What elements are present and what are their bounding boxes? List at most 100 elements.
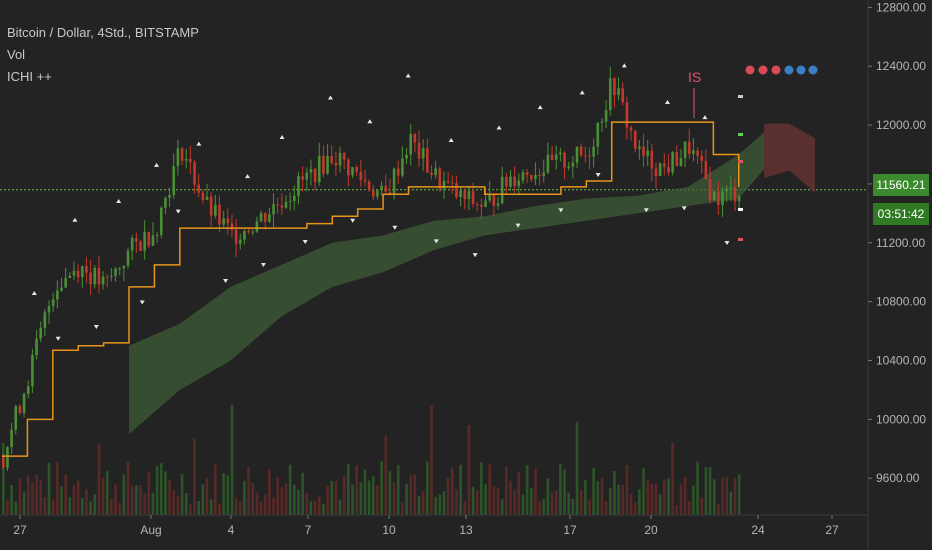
candle-body bbox=[480, 204, 483, 207]
volume-bar bbox=[392, 482, 396, 515]
candle-body bbox=[39, 327, 43, 339]
candle-body bbox=[355, 166, 358, 172]
candle-body bbox=[376, 190, 379, 197]
volume-bar bbox=[126, 462, 130, 515]
volume-bar bbox=[301, 472, 304, 515]
candle-body bbox=[725, 188, 728, 192]
volume-bar bbox=[222, 473, 225, 515]
candle-body bbox=[338, 153, 342, 166]
time-tick-label: 13 bbox=[459, 523, 473, 537]
volume-bar bbox=[500, 499, 504, 515]
volume-bar bbox=[180, 474, 184, 515]
volume-bar bbox=[384, 435, 388, 515]
candle-body bbox=[251, 231, 255, 233]
ichimoku-indicator-label[interactable]: ICHI ++ bbox=[7, 69, 52, 84]
volume-bar bbox=[575, 421, 579, 515]
volume-bar bbox=[363, 469, 367, 515]
candle-body bbox=[214, 204, 217, 216]
volume-bar bbox=[496, 487, 500, 515]
candle-body bbox=[554, 154, 558, 160]
candle-body bbox=[189, 158, 192, 163]
candle-body bbox=[180, 148, 184, 161]
volume-bar bbox=[667, 478, 670, 515]
volume-bar bbox=[143, 493, 146, 515]
edge-dash-marker bbox=[738, 133, 743, 136]
candle-body bbox=[268, 214, 271, 222]
up-arrow-marker bbox=[496, 125, 502, 130]
candle-body bbox=[430, 172, 433, 175]
time-tick-label: 17 bbox=[563, 523, 577, 537]
candle-body bbox=[505, 176, 508, 187]
volume-bar bbox=[35, 474, 38, 515]
current-price-tag: 11560.21 bbox=[873, 174, 929, 196]
volume-bar bbox=[268, 469, 271, 515]
candle-body bbox=[584, 155, 587, 157]
candle-body bbox=[621, 88, 625, 103]
volume-bar bbox=[525, 465, 529, 515]
volume-bars bbox=[2, 405, 741, 515]
candle-body bbox=[159, 207, 163, 235]
volume-bar bbox=[517, 472, 521, 515]
volume-bar bbox=[712, 479, 716, 515]
volume-bar bbox=[2, 442, 5, 515]
volume-bar bbox=[679, 484, 683, 515]
candle-body bbox=[155, 234, 159, 236]
candle-body bbox=[76, 270, 80, 278]
volume-bar bbox=[563, 469, 566, 515]
volume-bar bbox=[6, 499, 9, 515]
candle-body bbox=[467, 191, 471, 199]
volume-bar bbox=[218, 503, 221, 515]
volume-bar bbox=[56, 461, 59, 515]
volume-bar bbox=[401, 502, 404, 515]
candle-body bbox=[496, 203, 500, 206]
volume-bar bbox=[251, 482, 255, 515]
candle-body bbox=[47, 306, 51, 313]
volume-bar bbox=[247, 467, 250, 515]
candle-body bbox=[238, 239, 242, 244]
candle-body bbox=[696, 150, 699, 156]
up-arrow-marker bbox=[367, 119, 373, 124]
candle-body bbox=[517, 180, 521, 187]
up-arrow-marker bbox=[579, 90, 585, 95]
candle-body bbox=[255, 221, 259, 232]
candle-body bbox=[305, 172, 309, 180]
volume-bar bbox=[60, 486, 63, 515]
candle-body bbox=[484, 200, 487, 207]
volume-bar bbox=[330, 480, 334, 515]
volume-bar bbox=[230, 405, 234, 515]
volume-bar bbox=[438, 494, 442, 515]
volume-bar bbox=[538, 501, 541, 515]
volume-bar bbox=[359, 482, 363, 515]
candle-body bbox=[31, 354, 34, 387]
candle-body bbox=[534, 174, 537, 180]
volume-bar bbox=[717, 504, 720, 515]
symbol-title[interactable]: Bitcoin / Dollar, 4Std., BITSTAMP bbox=[7, 25, 199, 40]
volume-bar bbox=[671, 442, 674, 515]
volume-indicator-label[interactable]: Vol bbox=[7, 47, 26, 62]
time-tick-label: 20 bbox=[644, 523, 658, 537]
candle-body bbox=[284, 201, 288, 208]
candle-body bbox=[372, 190, 375, 197]
volume-bar bbox=[737, 474, 741, 515]
up-arrow-marker bbox=[245, 174, 251, 179]
up-arrow-marker bbox=[196, 141, 202, 146]
candle-body bbox=[650, 150, 654, 169]
volume-bar bbox=[51, 499, 55, 515]
bar-countdown-tag: 03:51:42 bbox=[873, 203, 929, 225]
candle-body bbox=[334, 162, 338, 166]
candle-body bbox=[563, 152, 566, 168]
candle-body bbox=[692, 150, 695, 155]
volume-bar bbox=[189, 504, 192, 515]
candle-body bbox=[342, 153, 346, 160]
time-tick-label: Aug bbox=[140, 523, 161, 537]
price-tick-label: 10800.00 bbox=[876, 295, 926, 309]
candle-body bbox=[359, 171, 363, 180]
candle-body bbox=[297, 176, 300, 196]
down-arrow-marker bbox=[643, 208, 649, 213]
volume-bar bbox=[725, 476, 728, 515]
volume-bar bbox=[446, 478, 450, 515]
volume-bar bbox=[455, 489, 458, 515]
candle-body bbox=[26, 386, 30, 394]
volume-bar bbox=[309, 501, 313, 515]
